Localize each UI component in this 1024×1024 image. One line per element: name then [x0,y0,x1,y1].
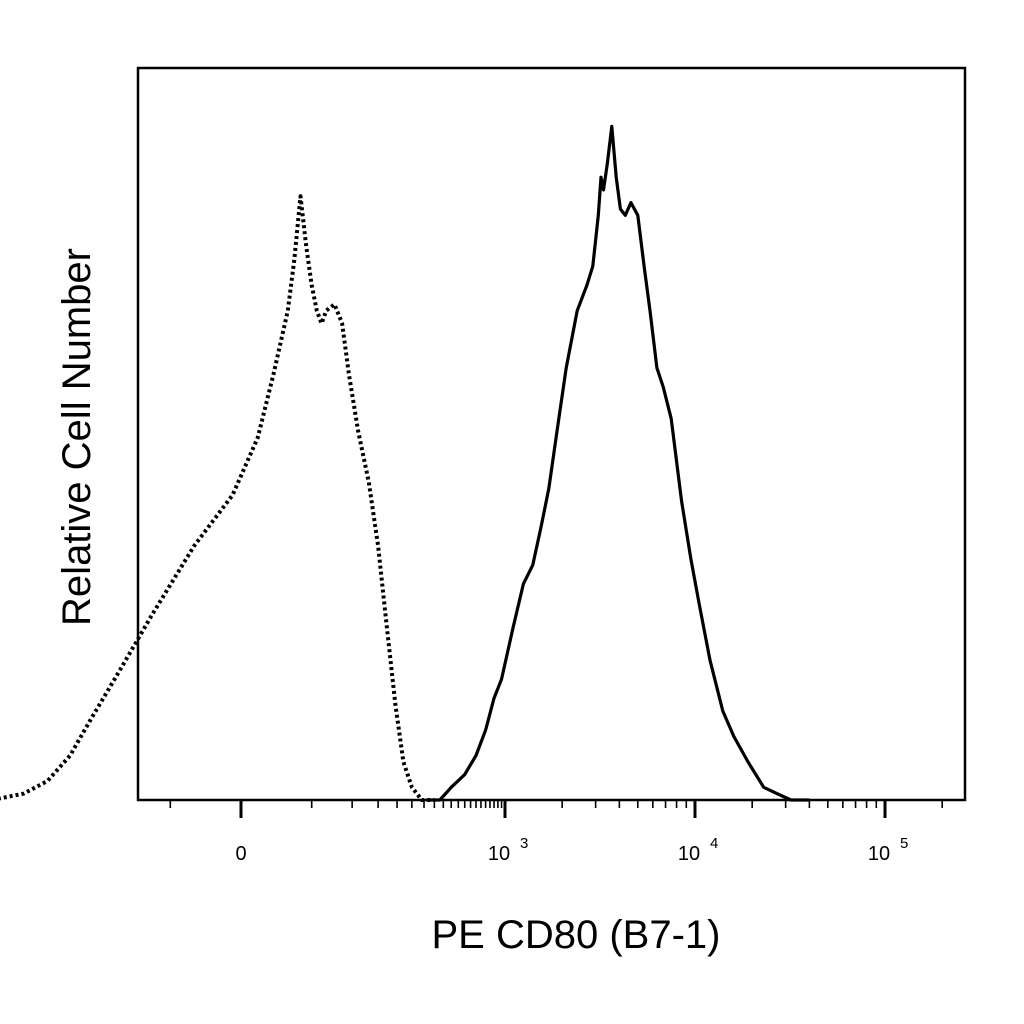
series-layer [0,124,810,802]
x-tick-label: 10 [488,843,510,865]
x-tick-labels: 0 10 3 10 4 10 5 [235,835,908,865]
x-axis-label: PE CD80 (B7-1) [432,913,721,957]
x-tick-exponent: 5 [900,835,908,852]
control-series-line [0,194,435,802]
x-tick-label: 10 [678,843,700,865]
plot-frame [136,66,967,802]
x-tick-exponent: 3 [520,835,528,852]
y-axis-label: Relative Cell Number [55,248,99,626]
x-tick-label: 10 [868,843,890,865]
minor-ticks [169,800,944,808]
x-tick-exponent: 4 [710,835,718,852]
major-ticks [239,800,887,818]
stained-series-line [426,124,810,802]
x-tick-label: 0 [235,843,246,865]
